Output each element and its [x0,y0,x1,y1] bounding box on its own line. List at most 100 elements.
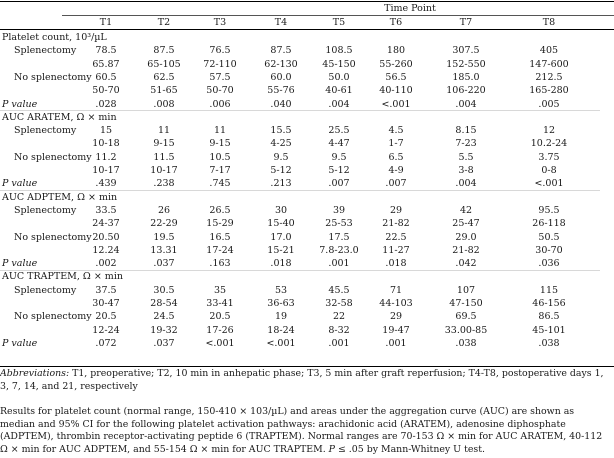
cell-t1: 33.5 [95,204,117,216]
cell-t5: 39 [332,204,346,216]
cell-t5: 17.5 [328,231,350,243]
row-label: No splenectomy [14,311,92,323]
cell-t3: .745 [209,178,231,190]
cell-t7: 8.15 [455,125,477,137]
cell-t1: 20.50 [92,231,120,243]
cell-t4: 15-21 [267,244,295,256]
cell-t8: 165-280 [529,85,569,97]
abbreviations-title: Abbreviations: [0,368,70,379]
row-label: AUC ARATEM, Ω × min [2,111,117,123]
cell-t4: 30 [274,204,288,216]
cell-t5: .007 [328,178,350,190]
section-divider [0,190,600,192]
column-header-t8: T8 [542,17,556,28]
cell-t8: 10.2-24 [530,138,568,150]
cell-t6: 4-9 [388,165,404,176]
cell-t2: .238 [153,178,175,190]
cell-t5: 22 [332,311,346,323]
cell-t7: 3-8 [458,165,474,176]
column-header-t3: T3 [213,17,227,28]
table-row: Splenectomy 37.5 30.5 35 53 45.5 71 107 115 [0,284,614,297]
table-row: 65.87 65-105 72-110 62-130 45-150 55-260 152-5… [0,58,614,71]
row-label: Splenectomy [14,204,77,216]
cell-t8: 86.5 [538,311,560,323]
cell-t8: 26-118 [532,218,566,230]
section-divider [0,110,600,112]
cell-t5: 45.5 [328,284,350,296]
cell-t6: 4.5 [388,125,404,137]
cell-t6: 11-27 [382,244,410,256]
cell-t1: 15 [99,125,113,137]
table-row: No splenectomy 11.2 11.5 10.5 9.5 9.5 6.5 5.5 3.… [0,151,614,164]
p-value-row: P value .439 .238 .745 .213 .007 .007 .004 <.001 [0,177,614,190]
cell-t5: 25-53 [325,218,353,230]
cell-t5: 4-47 [328,138,350,150]
cell-t3: 16.5 [209,231,231,243]
cell-t3: 76.5 [209,45,231,57]
cell-t3: 35 [213,284,227,296]
cell-t2: 11 [157,125,171,137]
cell-t2: .008 [153,98,175,110]
row-label: P value [2,98,38,110]
cell-t5: 25.5 [328,125,350,137]
cell-t3: 17-26 [206,324,234,336]
cell-t6: 1-7 [388,138,404,150]
p-value-row: P value .072 .037 <.001 <.001 .001 .001 .038 .03… [0,337,614,350]
section-row: AUC TRAPTEM, Ω × min [0,270,614,283]
cell-t8: 0-8 [541,165,557,176]
cell-t6: 29 [389,311,403,323]
row-label: Splenectomy [14,125,77,137]
cell-t7: 47-150 [449,298,483,309]
cell-t2: 9-15 [153,138,175,150]
p-value-row: P value .002 .037 .163 .018 .001 .018 .042 .036 [0,257,614,270]
cell-t8: .036 [538,258,560,270]
cell-t6: 40-110 [379,85,413,97]
cell-t5: 45-150 [322,58,356,70]
cell-t8: 12 [542,125,556,137]
cell-t3: 17-24 [206,244,234,256]
cell-t3: 33-41 [206,298,234,309]
cell-t5: 32-58 [325,298,353,309]
cell-t4: 17.0 [270,231,292,243]
cell-t2: 26 [157,204,171,216]
cell-t7: .042 [455,258,477,270]
cell-t3: 26.5 [209,204,231,216]
cell-t7: 152-550 [446,58,486,70]
row-label: No splenectomy [14,71,92,83]
cell-t6: 22.5 [385,231,407,243]
cell-t7: .004 [455,98,477,110]
cell-t2: 87.5 [153,45,175,57]
table-row: Splenectomy 78.5 87.5 76.5 87.5 108.5 180 307.5… [0,44,614,57]
cell-t7: 25-47 [452,218,480,230]
cell-t7: 33.00-85 [444,324,488,336]
cell-t8: 115 [539,284,559,296]
column-header-t2: T2 [157,17,171,28]
cell-t1: 10-18 [92,138,120,150]
cell-t2: 30.5 [153,284,175,296]
table-row: 30-47 28-54 33-41 36-63 32-58 44-103 47-150 46-… [0,297,614,310]
cell-t5: 50.0 [328,71,350,83]
table-row: 10-17 10-17 7-17 5-12 5-12 4-9 3-8 0-8 [0,164,614,177]
table-row: No splenectomy 60.5 62.5 57.5 60.0 50.0 56.5 18… [0,71,614,84]
cell-t3: 57.5 [209,71,231,83]
table-row: 10-18 9-15 9-15 4-25 4-47 1-7 7-23 10.2-24 [0,137,614,150]
section-row: AUC ARATEM, Ω × min [0,111,614,124]
cell-t1: 37.5 [95,284,117,296]
column-header-t5: T5 [332,17,346,28]
cell-t5: 8-32 [328,324,350,336]
cell-t4: .040 [270,98,292,110]
cell-t7: 5.5 [458,151,474,163]
cell-t3: 7-17 [209,165,231,176]
cell-t4: <.001 [266,337,296,349]
row-label: No splenectomy [14,231,92,243]
cell-t3: 15-29 [206,218,234,230]
cell-t3: .163 [209,258,231,270]
cell-t4: 18-24 [267,324,295,336]
cell-t2: 28-54 [150,298,178,309]
cell-t8: 405 [539,45,559,57]
row-label: Splenectomy [14,45,77,57]
cell-t7: 106-220 [446,85,486,97]
cell-t4: .018 [270,258,292,270]
cell-t5: .001 [328,258,350,270]
row-label: No splenectomy [14,151,92,163]
